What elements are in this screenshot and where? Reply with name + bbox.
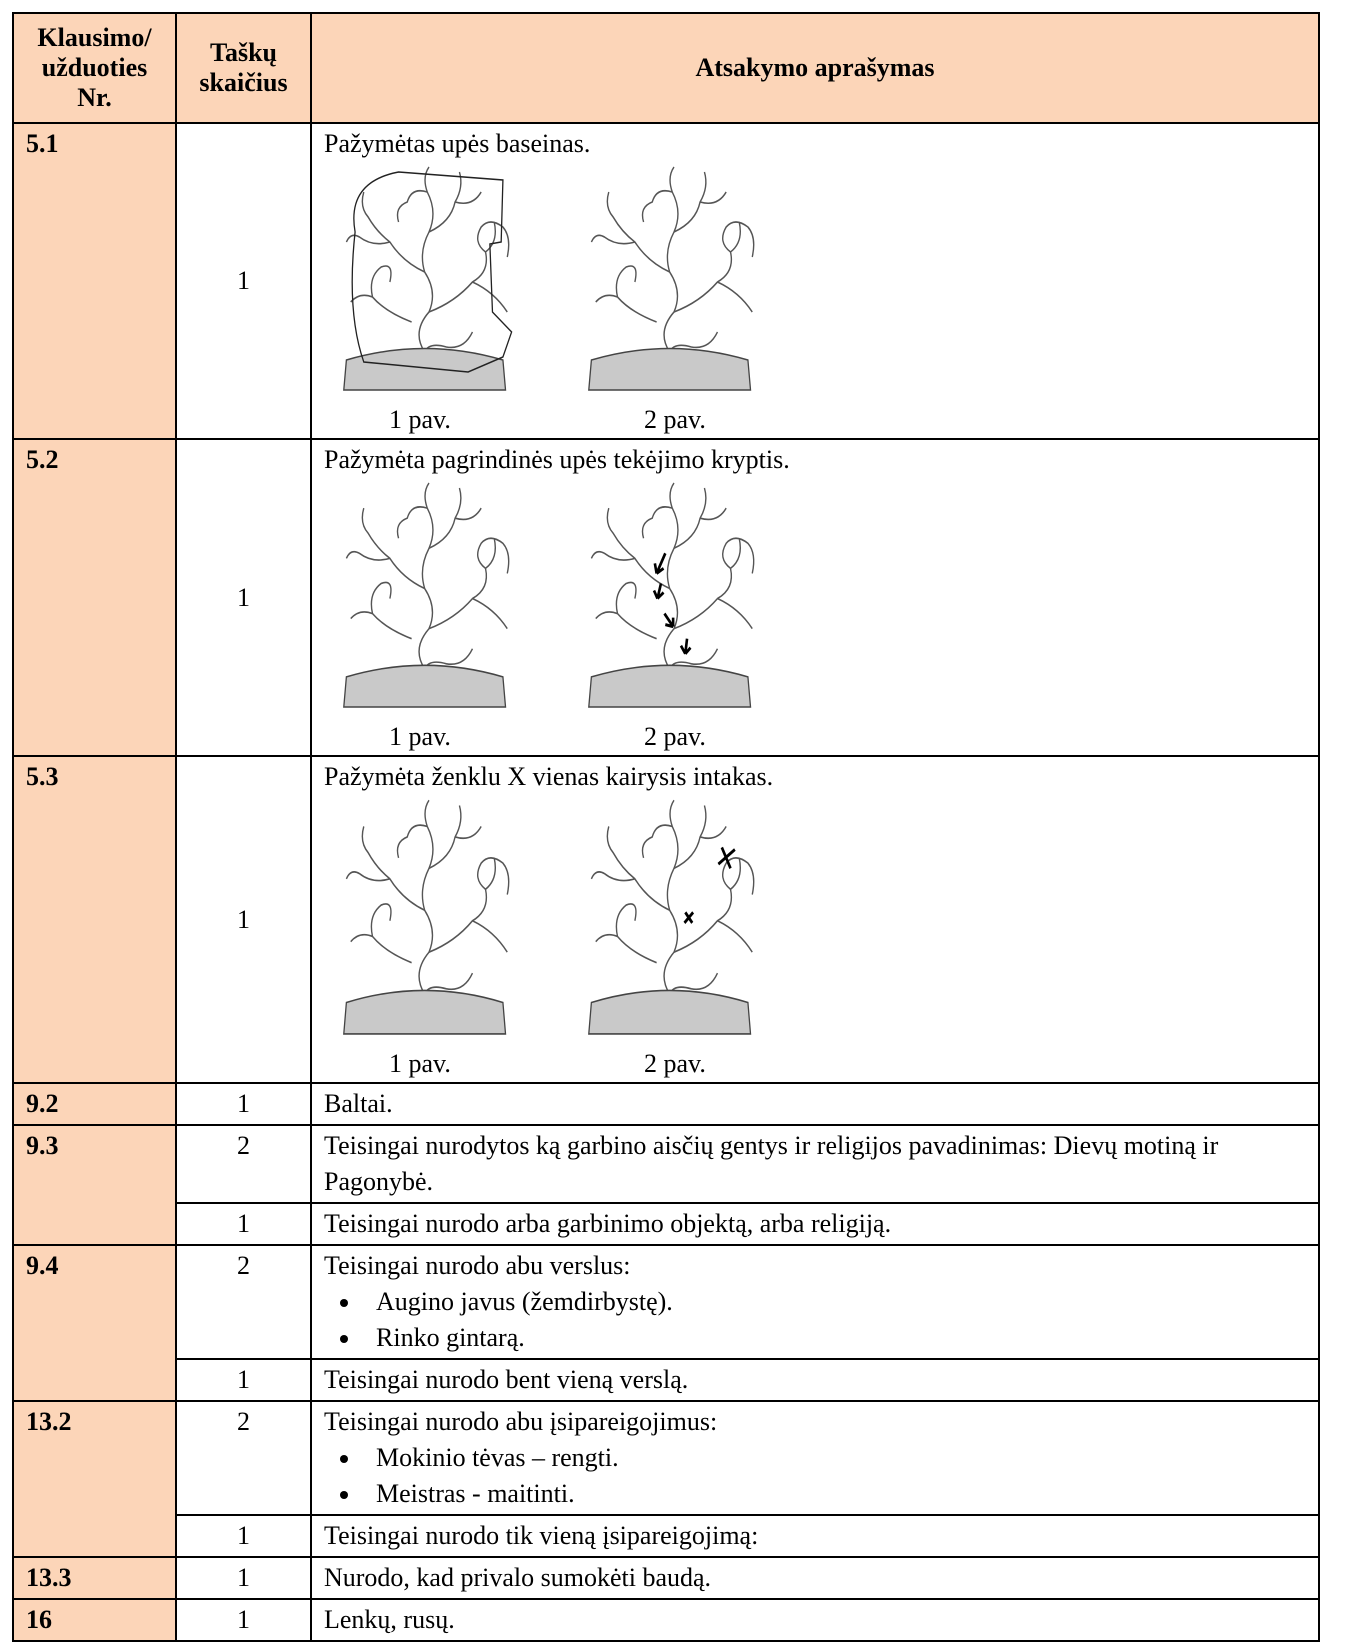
answer-cell: Teisingai nurodo arba garbinimo objektą,… <box>310 1202 1320 1246</box>
table-row: 9.2 1 Baltai. <box>12 1082 1320 1126</box>
points: 2 <box>175 1400 312 1516</box>
answer-text: Teisingai nurodo tik vieną įsipareigojim… <box>324 1521 759 1550</box>
answer-cell: Pažymėta ženklu X vienas kairysis intaka… <box>310 755 1320 1084</box>
header-cell: Taškų skaičius <box>175 12 312 124</box>
points: 1 <box>175 1082 312 1126</box>
question-number: 5.1 <box>12 122 177 440</box>
answer-cell: Baltai. <box>310 1082 1320 1126</box>
answer-cell: Pažymėta pagrindinės upės tekėjimo krypt… <box>310 438 1320 757</box>
table-row: 9.3 2 Teisingai nurodytos ką garbino aisči… <box>12 1124 1320 1246</box>
answer-text: Pažymėta ženklu X vienas kairysis intaka… <box>324 762 774 791</box>
answer-cell: Pažymėtas upės baseinas. 1 pav. 2 pav. <box>310 122 1320 440</box>
header-cell: Klausimo/ užduoties Nr. <box>12 12 177 124</box>
answer-table: Klausimo/ užduoties Nr. Taškų skaičius A… <box>12 12 1320 1642</box>
answer-text: Baltai. <box>324 1089 393 1118</box>
figure-caption: 1 pav. <box>389 1049 451 1078</box>
table-row: 5.1 1 Pažymėtas upės baseinas. 1 pav. 2 pav… <box>12 122 1320 440</box>
table-row: 5.3 1 Pažymėta ženklu X vienas kairysis in… <box>12 755 1320 1084</box>
bullet-item: Rinko gintarą. <box>362 1320 1306 1356</box>
table-row: 1 Teisingai nurodo arba garbinimo objektą… <box>13 1202 1320 1246</box>
answer-text: Teisingai nurodo bent vieną verslą. <box>324 1365 689 1394</box>
answer-cell: Teisingai nurodo abu verslus: Augino javu… <box>310 1244 1320 1360</box>
header-row: Klausimo/ užduoties Nr. Taškų skaičius A… <box>12 12 1320 124</box>
points: 1 <box>175 122 312 440</box>
question-number: 5.3 <box>12 755 177 1084</box>
question-number: 9.4 <box>12 1244 177 1402</box>
question-number: 16 <box>12 1598 177 1642</box>
points: 1 <box>175 1514 312 1558</box>
table-row: 5.2 1 Pažymėta pagrindinės upės tekėjimo k… <box>12 438 1320 757</box>
figure-caption: 1 pav. <box>389 722 451 751</box>
points: 2 <box>175 1124 312 1204</box>
answer-cell: Teisingai nurodo tik vieną įsipareigojim… <box>310 1514 1320 1558</box>
answer-cell: Nurodo, kad privalo sumokėti baudą. <box>310 1556 1320 1600</box>
question-number: 9.2 <box>12 1082 177 1126</box>
figure-caption: 2 pav. <box>644 1049 706 1078</box>
table-row: 1 Teisingai nurodo bent vieną verslą. <box>13 1358 1320 1402</box>
answer-text: Pažymėta pagrindinės upės tekėjimo krypt… <box>324 445 790 474</box>
question-number: 13.2 <box>12 1400 177 1558</box>
table-row: 13.2 2 Teisingai nurodo abu įsipareigojimu… <box>12 1400 1320 1558</box>
captions: 1 pav. 2 pav. <box>324 1046 1306 1080</box>
answer-cell: Lenkų, rusų. <box>310 1598 1320 1642</box>
river-drawings <box>324 162 784 392</box>
answer-text: Teisingai nurodo abu verslus: <box>324 1251 631 1280</box>
answer-cell: Teisingai nurodytos ką garbino aisčių ge… <box>310 1124 1320 1204</box>
question-number: 13.3 <box>12 1556 177 1600</box>
figure-caption: 2 pav. <box>644 722 706 751</box>
figure-caption: 1 pav. <box>389 405 451 434</box>
bullet-list: Augino javus (žemdirbystę).Rinko gintarą… <box>324 1284 1306 1356</box>
answer-cell: Teisingai nurodo abu įsipareigojimus: Mok… <box>310 1400 1320 1516</box>
answer-text: Teisingai nurodo arba garbinimo objektą,… <box>324 1209 892 1238</box>
river-drawings <box>324 478 784 709</box>
table-row: 16 1 Lenkų, rusų. <box>12 1598 1320 1642</box>
bullet-item: Augino javus (žemdirbystę). <box>362 1284 1306 1320</box>
figure <box>324 795 1306 1046</box>
points: 1 <box>175 755 312 1084</box>
table-row: 13.3 1 Nurodo, kad privalo sumokėti baudą. <box>12 1556 1320 1600</box>
points: 1 <box>175 1358 312 1402</box>
captions: 1 pav. 2 pav. <box>324 402 1306 436</box>
bullet-item: Mokinio tėvas – rengti. <box>362 1440 1306 1476</box>
answer-text: Nurodo, kad privalo sumokėti baudą. <box>324 1563 712 1592</box>
figure <box>324 162 1306 402</box>
answer-text: Teisingai nurodytos ką garbino aisčių ge… <box>324 1131 1219 1196</box>
question-number: 9.3 <box>12 1124 177 1246</box>
bullet-item: Meistras - maitinti. <box>362 1476 1306 1512</box>
points: 1 <box>175 1202 312 1246</box>
points: 1 <box>175 1598 312 1642</box>
points: 1 <box>175 1556 312 1600</box>
answer-cell: Teisingai nurodo bent vieną verslą. <box>310 1358 1320 1402</box>
answer-text: Lenkų, rusų. <box>324 1605 455 1634</box>
river-drawings <box>324 795 784 1036</box>
table-row: 9.42 Teisingai nurodo abu verslus: Augino … <box>12 1244 1320 1402</box>
points: 2 <box>175 1244 312 1360</box>
figure <box>324 478 1306 719</box>
captions: 1 pav. 2 pav. <box>324 719 1306 753</box>
question-number: 5.2 <box>12 438 177 757</box>
header-cell: Atsakymo aprašymas <box>310 12 1320 124</box>
figure-caption: 2 pav. <box>644 405 706 434</box>
points: 1 <box>175 438 312 757</box>
answer-text: Pažymėtas upės baseinas. <box>324 129 591 158</box>
answer-text: Teisingai nurodo abu įsipareigojimus: <box>324 1407 718 1436</box>
page: Klausimo/ užduoties Nr. Taškų skaičius A… <box>0 0 1350 1604</box>
bullet-list: Mokinio tėvas – rengti.Meistras - maitin… <box>324 1440 1306 1512</box>
table-row: 1 Teisingai nurodo tik vieną įsipareigoji… <box>13 1514 1320 1558</box>
